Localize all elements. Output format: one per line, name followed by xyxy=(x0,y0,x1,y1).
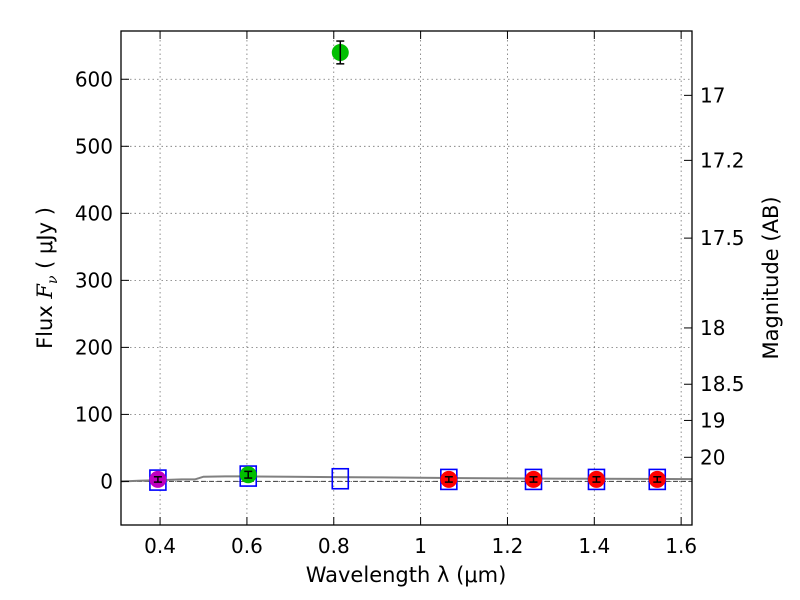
y-tick-label: 200 xyxy=(75,335,113,359)
y-tick-label: 0 xyxy=(100,469,113,493)
plot-area xyxy=(121,31,692,525)
model-point xyxy=(331,467,350,490)
mag-tick-label: 18.5 xyxy=(700,372,745,396)
mag-tick-label: 17.5 xyxy=(700,226,745,250)
y2-axis-title: Magnitude (AB) xyxy=(759,196,783,359)
mag-tick-label: 18 xyxy=(700,316,725,340)
sed-model-curve xyxy=(120,475,693,483)
mag-tick-label: 17.2 xyxy=(700,148,745,172)
x-tick-label: 1.6 xyxy=(665,534,697,558)
x-tick-label: 1 xyxy=(414,534,427,558)
x-tick-label: 1.2 xyxy=(492,534,524,558)
photometry-layer xyxy=(149,40,666,488)
x-tick-label: 0.8 xyxy=(318,534,350,558)
y-axis-title: Flux Fν ( μJy ) xyxy=(33,207,61,349)
x-axis-title: Wavelength λ (μm) xyxy=(306,563,507,587)
y-tick-label: 300 xyxy=(75,268,113,292)
grid xyxy=(121,31,692,525)
mag-tick-label: 17 xyxy=(700,83,725,107)
plot-frame xyxy=(120,30,693,526)
y-tick-label: 500 xyxy=(75,134,113,158)
x-tick-label: 0.4 xyxy=(144,534,176,558)
y-tick-label: 400 xyxy=(75,201,113,225)
mag-tick-label: 19 xyxy=(700,408,725,432)
y-tick-label: 100 xyxy=(75,402,113,426)
x-tick-label: 1.4 xyxy=(578,534,610,558)
y-tick-label: 600 xyxy=(75,67,113,91)
ticks: 0.4 0.6 0.8 1 1.2 1.4 1.6 0 100 200 300 400 500 600 17… xyxy=(75,31,745,558)
x-tick-label: 0.6 xyxy=(231,534,263,558)
mag-tick-label: 20 xyxy=(700,445,725,469)
